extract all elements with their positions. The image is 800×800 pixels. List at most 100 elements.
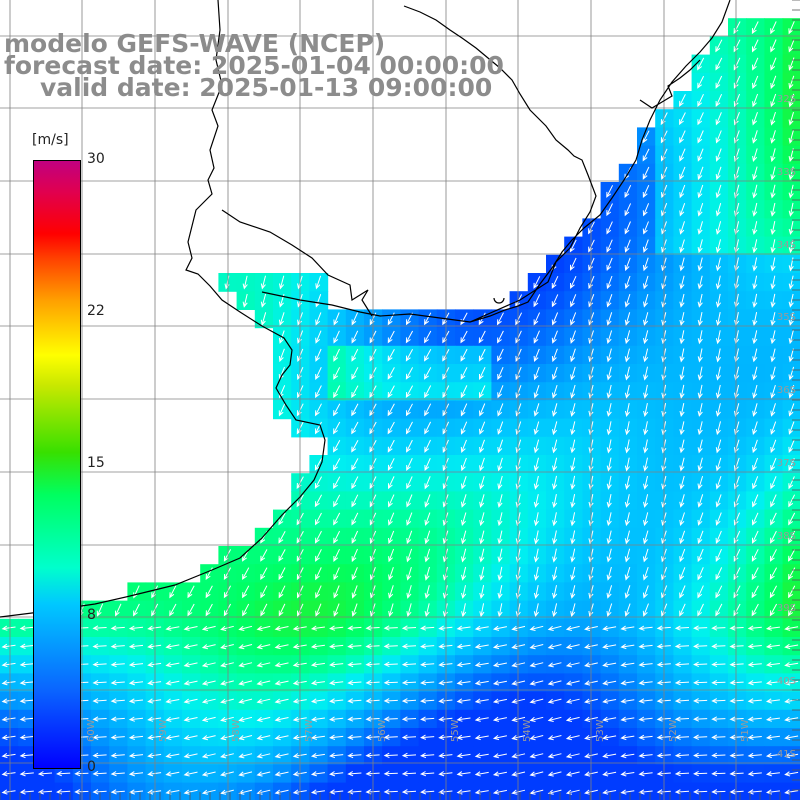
valid-date: valid date: 2025-01-13 09:00:00	[40, 73, 493, 102]
wind-arrow	[570, 475, 576, 490]
wind-arrow	[92, 679, 107, 686]
wind-arrow	[238, 680, 253, 686]
wind-arrow	[242, 567, 250, 580]
wind-arrow	[387, 385, 395, 398]
wind-arrow	[351, 367, 359, 380]
wind-arrow	[383, 643, 398, 649]
wind-arrow	[642, 203, 650, 217]
wind-arrow	[679, 166, 686, 180]
wind-arrow	[693, 698, 708, 704]
wind-arrow	[110, 698, 125, 704]
wind-arrow	[674, 680, 690, 686]
wind-arrow	[201, 789, 216, 795]
wind-arrow	[406, 566, 412, 581]
wind-arrow	[406, 476, 413, 490]
wind-arrow	[183, 625, 198, 631]
wind-arrow	[770, 439, 777, 454]
wind-arrow	[497, 603, 503, 618]
wind-arrow	[456, 752, 471, 759]
wind-arrow	[606, 239, 613, 253]
wind-arrow	[220, 680, 234, 686]
wind-arrow	[788, 75, 795, 90]
lon-label: 54W	[522, 719, 533, 742]
wind-arrow	[92, 734, 107, 740]
wind-arrow	[765, 716, 780, 722]
wind-arrow	[679, 148, 686, 162]
wind-arrow	[223, 567, 232, 580]
wind-arrow	[406, 494, 413, 508]
wind-arrow	[752, 202, 758, 217]
wind-arrow	[584, 644, 598, 650]
wind-arrow	[770, 111, 776, 126]
lon-label: 56W	[377, 719, 388, 742]
wind-arrow	[552, 457, 558, 472]
wind-arrow	[584, 735, 598, 741]
wind-arrow	[314, 476, 323, 489]
lon-label: 59W	[158, 719, 169, 742]
wind-arrow	[351, 403, 359, 417]
wind-arrow	[588, 603, 594, 618]
wind-arrow	[638, 625, 653, 631]
wind-arrow	[479, 457, 485, 472]
wind-arrow	[274, 644, 289, 650]
wind-arrow	[351, 530, 359, 544]
wind-arrow	[770, 330, 776, 345]
wind-arrow	[715, 567, 723, 581]
wind-arrow	[752, 530, 759, 544]
wind-arrow	[570, 512, 576, 527]
wind-arrow	[788, 567, 796, 580]
wind-arrow	[693, 770, 708, 777]
wind-arrow	[552, 512, 558, 527]
wind-arrow	[92, 716, 107, 722]
wind-arrow	[752, 39, 759, 53]
wind-arrow	[733, 512, 741, 526]
wind-arrow	[278, 567, 286, 581]
wind-arrow	[624, 421, 630, 436]
wind-arrow	[733, 530, 741, 544]
wind-arrow	[643, 475, 649, 490]
wind-arrow	[420, 661, 435, 668]
wind-arrow	[624, 221, 631, 235]
wind-arrow	[479, 475, 485, 490]
wind-arrow	[588, 312, 595, 326]
wind-arrow	[314, 530, 322, 544]
wind-arrow	[620, 789, 635, 795]
wind-arrow	[624, 512, 630, 527]
wind-arrow	[238, 753, 253, 759]
wind-arrow	[497, 475, 503, 490]
wind-arrow	[460, 421, 468, 435]
wind-arrow	[715, 348, 721, 363]
wind-arrow	[387, 348, 395, 362]
wind-arrow	[315, 567, 322, 581]
wind-arrow	[693, 789, 708, 795]
wind-arrow	[19, 734, 34, 740]
wind-arrow	[715, 457, 722, 472]
wind-arrow	[752, 330, 758, 345]
wind-arrow	[351, 603, 358, 617]
wind-arrow	[674, 734, 690, 740]
wind-arrow	[620, 662, 635, 668]
wind-arrow	[693, 661, 708, 668]
wind-arrow	[679, 494, 685, 508]
wind-arrow	[588, 566, 594, 581]
wind-arrow	[565, 716, 580, 722]
wind-arrow	[497, 348, 504, 362]
wind-arrow	[552, 475, 558, 490]
wind-arrow	[715, 75, 723, 89]
wind-arrow	[201, 698, 216, 704]
wind-arrow	[565, 625, 580, 631]
wind-arrow	[551, 294, 559, 308]
wind-arrow	[169, 585, 177, 599]
wind-arrow	[351, 567, 358, 581]
wind-arrow	[220, 716, 234, 722]
wind-arrow	[752, 257, 758, 272]
wind-arrow	[201, 644, 216, 650]
wind-arrow	[551, 275, 559, 290]
wind-arrow	[602, 680, 617, 686]
wind-arrow	[420, 680, 435, 686]
wind-arrow	[752, 439, 758, 454]
wind-arrow	[260, 603, 268, 617]
wind-arrow	[679, 567, 686, 581]
wind-arrow	[693, 716, 708, 722]
